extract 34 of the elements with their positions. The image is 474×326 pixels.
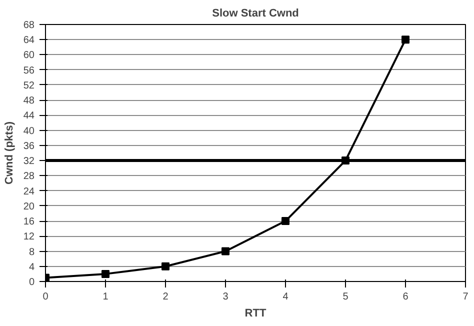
y-axis-title: Cwnd (pkts) <box>3 121 16 184</box>
y-tick-label: 52 <box>23 80 35 92</box>
y-tick-label: 40 <box>23 126 35 137</box>
point <box>282 217 290 226</box>
point <box>102 270 110 278</box>
y-tick-label: 0 <box>28 277 35 288</box>
x-tick-label: 2 <box>162 292 169 302</box>
x-tick-label: 4 <box>282 292 289 302</box>
y-tick-label: 44 <box>23 110 35 122</box>
x-tick-label: 1 <box>102 292 109 302</box>
y-tick-label: 8 <box>28 246 35 258</box>
y-tick-label: 28 <box>23 171 35 182</box>
point <box>402 36 410 44</box>
y-tick-label: 32 <box>23 156 35 168</box>
x-axis-title: RTT <box>244 308 266 320</box>
y-tick-label: 16 <box>23 216 35 228</box>
x-tick-label: 5 <box>342 292 349 302</box>
y-tick-label: 12 <box>23 232 35 243</box>
x-tick-label: 7 <box>462 292 469 302</box>
x-tick-label: 0 <box>42 292 49 302</box>
y-tick-label: 20 <box>23 201 35 212</box>
y-tick-label: 64 <box>23 35 35 46</box>
point <box>162 262 170 270</box>
y-tick-label: 68 <box>23 20 35 31</box>
y-tick-label: 48 <box>23 96 35 107</box>
chart-title: Slow Start Cwnd <box>212 8 299 20</box>
y-tick-label: 24 <box>23 186 35 198</box>
point <box>222 247 230 256</box>
y-tick-label: 36 <box>23 140 35 152</box>
y-tick-label: 4 <box>28 262 35 273</box>
x-tick-label: 6 <box>402 292 409 302</box>
y-tick-label: 60 <box>23 50 35 62</box>
y-tick-label: 56 <box>23 65 35 76</box>
x-tick-label: 3 <box>222 292 229 302</box>
